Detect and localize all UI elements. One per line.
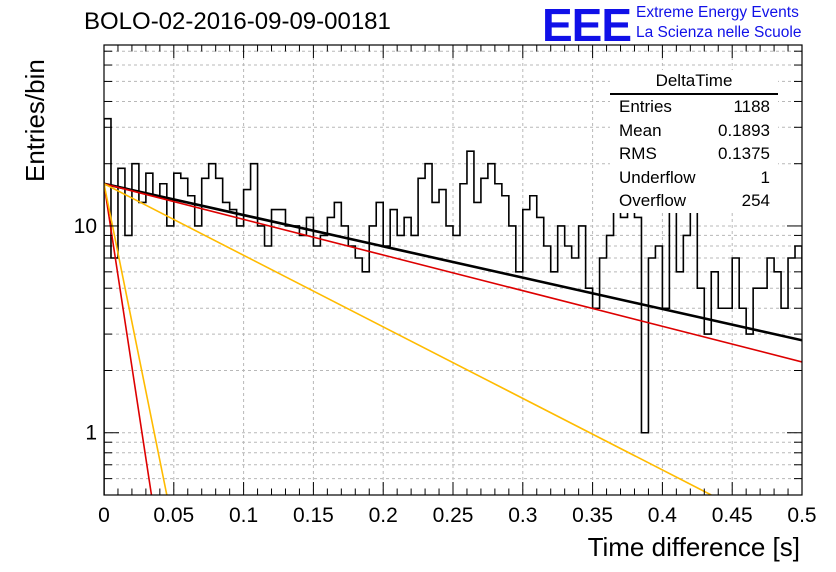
stats-title: DeltaTime bbox=[610, 70, 778, 95]
x-tick-label: 0 bbox=[98, 504, 110, 527]
stats-row-mean: Mean 0.1893 bbox=[610, 119, 778, 143]
y-tick-label: 10 bbox=[74, 215, 97, 238]
y-tick-label: 1 bbox=[85, 422, 97, 445]
x-tick-label: 0.2 bbox=[369, 504, 398, 527]
x-tick-label: 0.1 bbox=[229, 504, 258, 527]
stats-value: 0.1893 bbox=[718, 120, 770, 140]
y-axis-label: Entries/bin bbox=[20, 59, 50, 182]
stats-row-underflow: Underflow 1 bbox=[610, 166, 778, 190]
logo-subtitle-line2: La Scienza nelle Scuole bbox=[636, 24, 802, 41]
chart-title: BOLO-02-2016-09-09-00181 bbox=[84, 8, 391, 35]
stats-value: 254 bbox=[741, 191, 770, 210]
x-tick-label: 0.35 bbox=[572, 504, 613, 527]
x-tick-label: 0.5 bbox=[787, 504, 816, 527]
fit-line bbox=[104, 183, 168, 495]
x-axis-label: Time difference [s] bbox=[587, 532, 800, 562]
stats-row-entries: Entries 1188 bbox=[610, 95, 778, 119]
x-tick-label: 0.15 bbox=[293, 504, 334, 527]
stats-label: RMS bbox=[619, 144, 657, 163]
stats-row-rms: RMS 0.1375 bbox=[610, 142, 778, 166]
stats-row-overflow: Overflow 254 bbox=[610, 189, 778, 213]
fit-line bbox=[104, 182, 802, 342]
x-tick-label: 0.45 bbox=[712, 504, 753, 527]
stats-value: 1 bbox=[760, 167, 770, 187]
logo-subtitle-line1: Extreme Energy Events bbox=[636, 4, 799, 21]
stats-value: 0.1375 bbox=[718, 144, 770, 163]
x-tick-label: 0.25 bbox=[433, 504, 474, 527]
stats-value: 1188 bbox=[733, 97, 770, 116]
stats-label: Underflow bbox=[619, 167, 696, 187]
x-tick-label: 0.4 bbox=[648, 504, 678, 527]
fit-line bbox=[104, 183, 712, 495]
stats-label: Entries bbox=[619, 97, 672, 116]
stats-box: DeltaTime Entries 1188 Mean 0.1893 RMS 0.13… bbox=[610, 70, 778, 213]
x-tick-label: 0.3 bbox=[508, 504, 537, 527]
stats-label: Mean bbox=[619, 120, 662, 140]
fit-line bbox=[104, 182, 802, 363]
histogram-outline bbox=[104, 117, 802, 495]
eee-logo-icon: EEE bbox=[542, 0, 632, 51]
x-tick-label: 0.05 bbox=[153, 504, 194, 527]
stats-label: Overflow bbox=[619, 191, 687, 210]
